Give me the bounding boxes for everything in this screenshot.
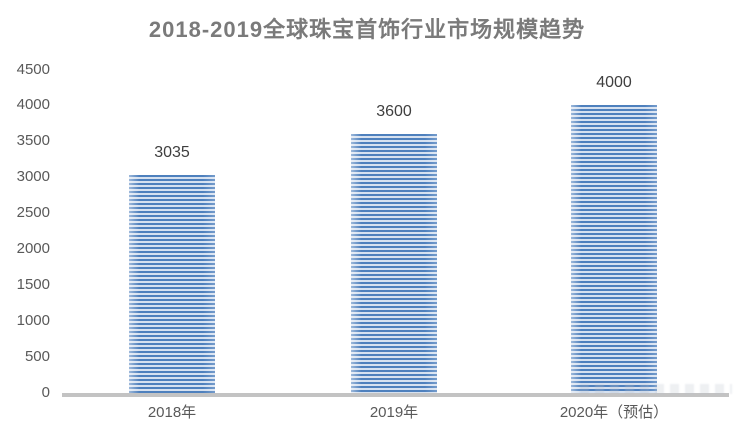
bar-2019年 [351, 134, 437, 393]
watermark [580, 384, 732, 394]
bar-value-label: 3035 [154, 143, 190, 161]
y-tick-label: 0 [41, 384, 50, 401]
y-tick-label: 4500 [16, 60, 50, 78]
y-tick-label: 500 [24, 348, 50, 366]
y-tick-label: 3500 [16, 132, 50, 150]
x-category-label: 2018年 [147, 404, 197, 421]
bar-2018年 [129, 174, 215, 393]
x-axis-line [62, 393, 729, 397]
bar-value-label: 3600 [376, 103, 412, 121]
bar-value-label: 4000 [596, 74, 632, 92]
y-tick-label: 1500 [16, 276, 50, 294]
y-tick-label: 4000 [16, 96, 50, 114]
chart-title: 2018-2019全球珠宝首饰行业市场规模趋势 [148, 17, 586, 42]
y-tick-label: 2500 [16, 204, 50, 222]
y-tick-label: 1000 [16, 312, 50, 330]
x-category-label: 2019年 [369, 404, 419, 421]
y-tick-label: 2000 [16, 240, 50, 258]
y-tick-label: 3000 [16, 168, 50, 186]
bar-2020年（预估） [571, 105, 657, 393]
x-category-label: 2020年（预估） [559, 404, 669, 421]
